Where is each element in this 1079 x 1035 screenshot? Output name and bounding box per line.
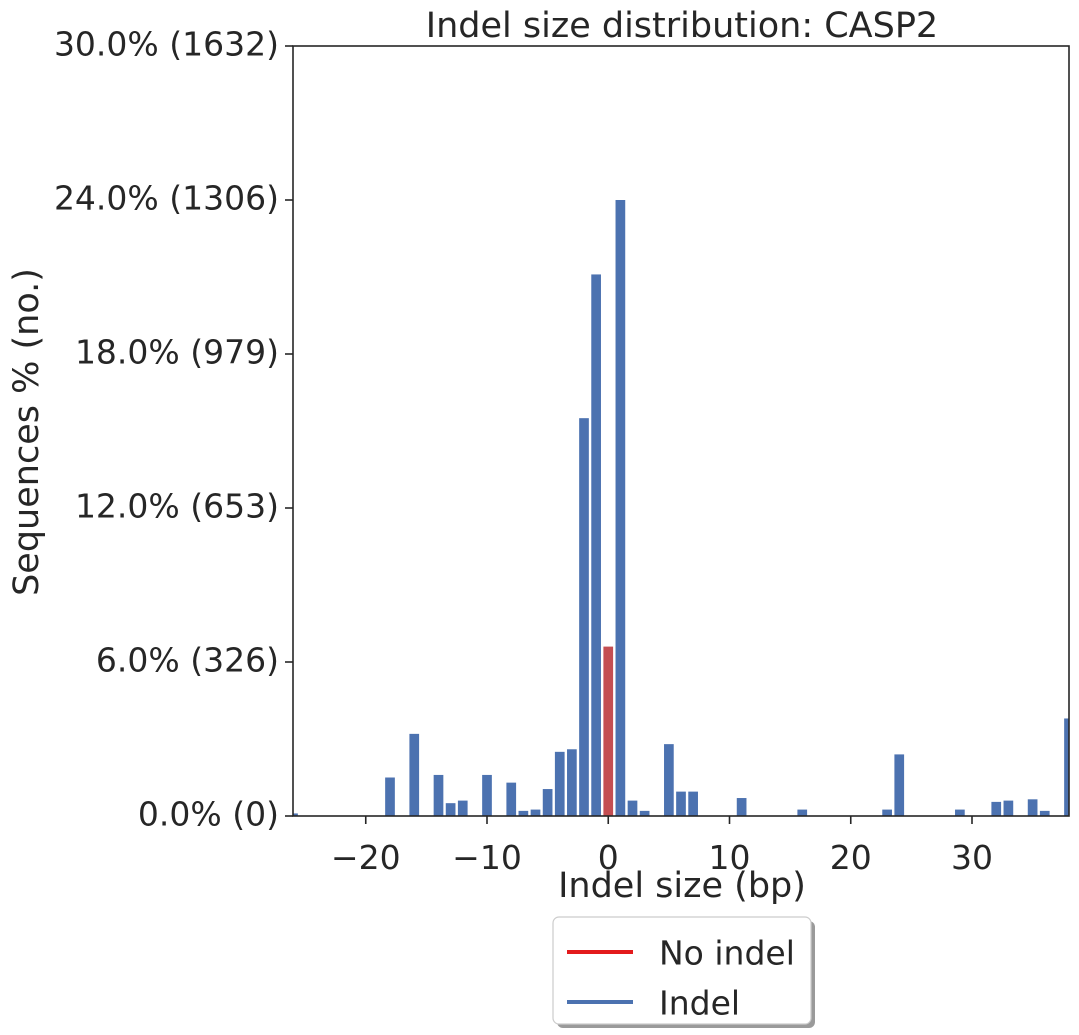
y-tick-label: 0.0% (0) bbox=[138, 795, 279, 834]
legend: No indel Indel bbox=[552, 916, 815, 1028]
legend-label-no-indel: No indel bbox=[659, 934, 795, 973]
indel-bar--10 bbox=[482, 774, 492, 816]
indel-bar-33 bbox=[1003, 800, 1014, 816]
x-tick-label: −20 bbox=[331, 838, 401, 877]
indel-bar-2 bbox=[627, 800, 638, 816]
indel-bar-6 bbox=[676, 791, 686, 816]
legend-label-indel: Indel bbox=[659, 984, 740, 1023]
indel-bar--4 bbox=[554, 751, 565, 816]
indel-bar--2 bbox=[579, 418, 589, 816]
x-tick-label: 10 bbox=[709, 838, 751, 877]
indel-bar-24 bbox=[894, 754, 905, 816]
y-axis-label: Sequences % (no.) bbox=[7, 268, 47, 596]
indel-bar-7 bbox=[688, 791, 698, 816]
x-tick-label: 30 bbox=[951, 838, 993, 877]
y-tick-label: 30.0% (1632) bbox=[54, 25, 279, 64]
y-tick-label: 24.0% (1306) bbox=[54, 179, 279, 218]
y-axis-ticks: 0.0% (0) 6.0% (326) 12.0% (653) 18.0% (979)… bbox=[54, 25, 293, 834]
indel-bar--5 bbox=[542, 789, 553, 816]
bars bbox=[293, 200, 1069, 816]
no-indel-bar-0 bbox=[603, 646, 614, 816]
x-axis-label: Indel size (bp) bbox=[558, 866, 806, 906]
x-axis-ticks: −20 −10 0 10 20 30 bbox=[331, 816, 993, 877]
indel-bar--13 bbox=[445, 803, 456, 816]
indel-bar-11 bbox=[736, 798, 747, 816]
indel-bar--16 bbox=[409, 733, 420, 816]
indel-bar-38 bbox=[1064, 718, 1069, 816]
indel-bar--26 bbox=[293, 813, 298, 816]
y-tick-label: 12.0% (653) bbox=[75, 487, 279, 526]
indel-bar-1 bbox=[615, 200, 626, 816]
indel-bar--12 bbox=[457, 800, 468, 816]
y-tick-label: 18.0% (979) bbox=[75, 333, 279, 372]
indel-bar-35 bbox=[1027, 799, 1038, 816]
indel-bar-36 bbox=[1039, 810, 1050, 816]
indel-bar-23 bbox=[882, 809, 892, 816]
indel-bar-32 bbox=[991, 801, 1002, 816]
indel-bar-3 bbox=[639, 810, 650, 816]
x-tick-label: 20 bbox=[830, 838, 872, 877]
indel-bar--6 bbox=[530, 809, 541, 816]
x-tick-label: −10 bbox=[452, 838, 522, 877]
plot-frame bbox=[292, 45, 1070, 817]
indel-bar--14 bbox=[433, 774, 444, 816]
indel-bar-5 bbox=[664, 744, 674, 816]
indel-bar-16 bbox=[797, 809, 808, 816]
x-tick-label: 0 bbox=[598, 838, 619, 877]
indel-bar--7 bbox=[518, 810, 529, 816]
chart-title: Indel size distribution: CASP2 bbox=[426, 6, 938, 46]
indel-bar--18 bbox=[385, 777, 395, 816]
legend-box bbox=[552, 916, 812, 1025]
indel-bar-29 bbox=[955, 809, 965, 816]
indel-bar--8 bbox=[506, 782, 517, 816]
indel-bar--1 bbox=[591, 274, 601, 816]
y-tick-label: 6.0% (326) bbox=[96, 641, 279, 680]
indel-bar--3 bbox=[567, 749, 577, 816]
